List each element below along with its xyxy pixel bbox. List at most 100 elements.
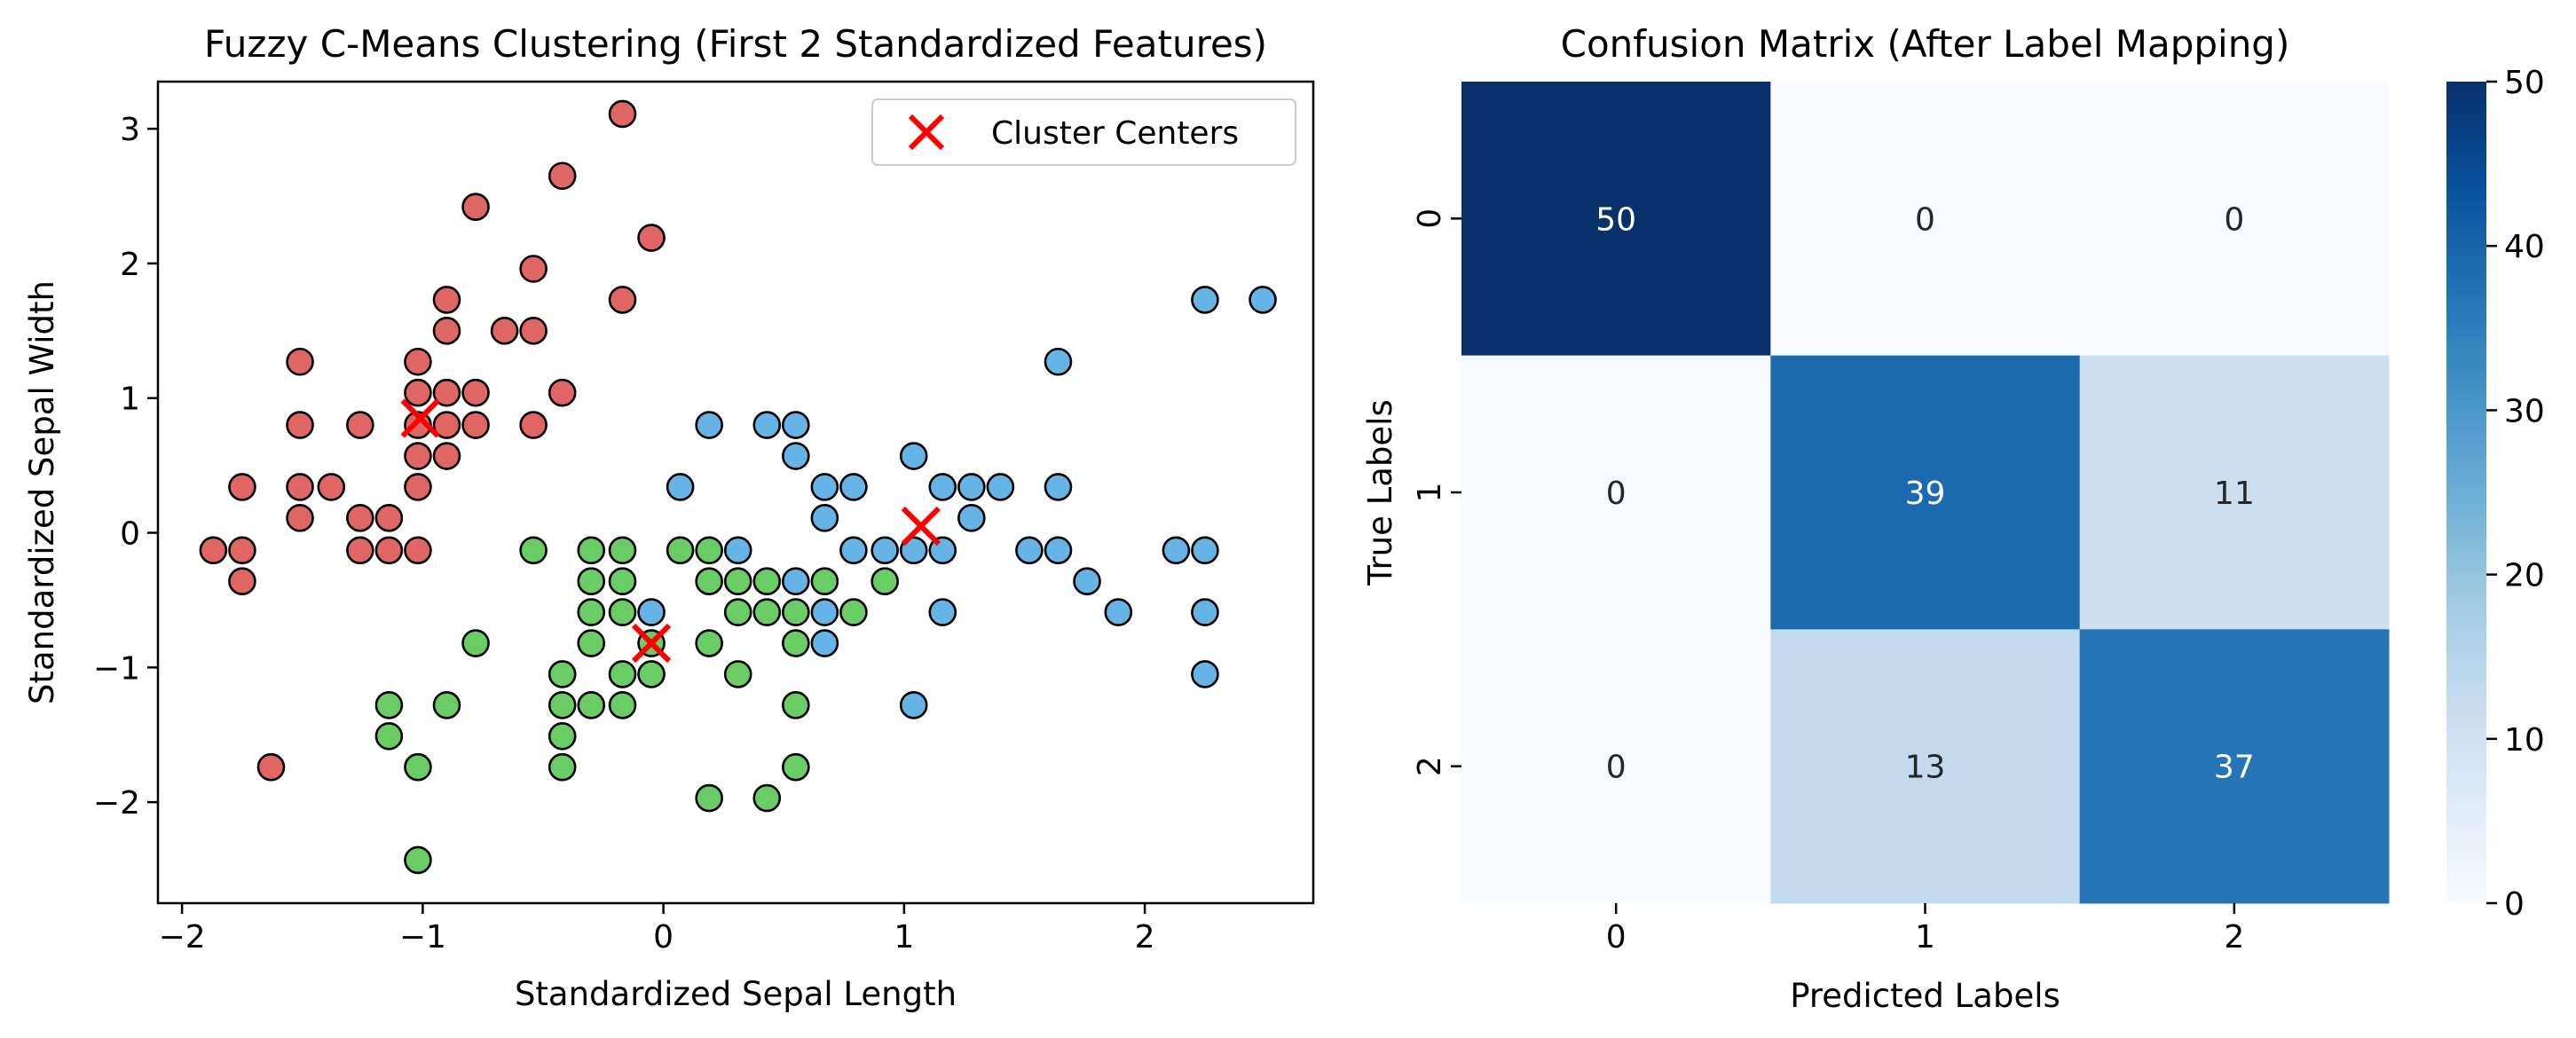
scatter-point-red [432, 317, 461, 345]
scatter-legend: Cluster Centers [871, 98, 1296, 166]
heatmap-y-tick-label: 2 [1412, 756, 1448, 776]
scatter-point-green [404, 845, 432, 875]
scatter-point-green [547, 660, 577, 688]
scatter-point-blue [1015, 536, 1044, 565]
scatter-point-blue [810, 473, 839, 501]
scatter-point-green [723, 598, 752, 626]
heatmap-cell-label: 13 [1905, 750, 1946, 786]
heatmap-cell [1770, 629, 2081, 904]
scatter-point-green [577, 567, 606, 595]
scatter-point-blue [899, 691, 928, 720]
scatter-point-green [782, 629, 810, 657]
heatmap-y-ticks: 0 1 2 [1412, 208, 1461, 776]
heatmap-x-tick-label: 1 [1915, 919, 1935, 955]
heatmap-cell [1461, 82, 1771, 357]
scatter-point-red [404, 536, 432, 565]
x-tick-label: 1 [894, 919, 914, 955]
scatter-point-blue [839, 473, 868, 501]
scatter-point-blue [1162, 536, 1191, 565]
heatmap-cell [1770, 355, 2081, 630]
scatter-point-green [752, 598, 782, 626]
scatter-point-blue [810, 629, 839, 657]
scatter-point-red [461, 193, 490, 221]
scatter-x-ticks: −2 −1 0 1 2 [159, 903, 1155, 955]
scatter-point-red [519, 317, 547, 345]
heatmap-cell-label: 11 [2214, 476, 2255, 512]
heatmap-cell-label: 0 [1915, 201, 1935, 238]
y-tick-label: 1 [120, 381, 140, 418]
scatter-point-green [404, 752, 432, 782]
scatter-point-blue [782, 567, 810, 595]
scatter-point-red [547, 378, 577, 407]
heatmap-cell-label: 50 [1595, 201, 1636, 238]
heatmap-chart: Confusion Matrix (After Label Mapping) 5… [1361, 22, 2545, 1015]
heatmap-title: Confusion Matrix (After Label Mapping) [1561, 22, 2290, 66]
scatter-x-axis-label: Standardized Sepal Length [515, 975, 957, 1013]
scatter-points [199, 99, 1277, 875]
scatter-point-red [374, 504, 404, 532]
heatmap-cell-label: 39 [1905, 476, 1946, 512]
scatter-point-red [199, 536, 228, 565]
scatter-point-blue [1044, 347, 1073, 376]
colorbar-tick-label: 0 [2504, 886, 2525, 923]
scatter-y-axis-label: Standardized Sepal Width [23, 280, 61, 704]
scatter-point-red [286, 411, 314, 439]
y-tick-label: 2 [120, 247, 140, 283]
scatter-point-green [782, 752, 810, 782]
scatter-point-red [608, 99, 637, 129]
scatter-point-green [695, 783, 723, 813]
heatmap-x-tick-label: 2 [2224, 919, 2244, 955]
legend-label-cluster-centers: Cluster Centers [991, 115, 1239, 152]
legend-box [871, 98, 1296, 166]
heatmap-cell [1770, 82, 2081, 357]
heatmap-x-ticks: 0 1 2 [1606, 903, 2244, 955]
scatter-point-red [346, 411, 374, 439]
scatter-point-red [317, 473, 346, 501]
heatmap-y-tick-label: 0 [1412, 208, 1448, 229]
scatter-point-green [577, 629, 606, 657]
scatter-point-blue [752, 411, 782, 439]
y-tick-label: 0 [120, 516, 140, 553]
scatter-point-red [404, 378, 432, 407]
scatter-point-green [577, 536, 606, 565]
cluster-center-marker [631, 623, 672, 664]
scatter-point-green [374, 691, 404, 720]
scatter-point-red [432, 411, 461, 439]
scatter-point-green [810, 567, 839, 595]
scatter-point-green [637, 660, 666, 688]
legend-marker-cluster-centers [908, 114, 945, 151]
scatter-point-green [695, 567, 723, 595]
scatter-title: Fuzzy C-Means Clustering (First 2 Standa… [204, 22, 1267, 66]
colorbar-tick-label: 40 [2504, 229, 2545, 265]
x-tick-label: −1 [399, 919, 446, 955]
scatter-point-blue [899, 442, 928, 470]
scatter-point-green [608, 691, 637, 720]
heatmap-cell [2079, 355, 2390, 630]
scatter-point-red [519, 255, 547, 283]
scatter-point-green [695, 536, 723, 565]
heatmap-cell [2079, 82, 2390, 357]
scatter-point-green [782, 598, 810, 626]
scatter-point-red [404, 473, 432, 501]
scatter-point-blue [782, 442, 810, 470]
scatter-point-blue [810, 598, 839, 626]
heatmap-cell-label: 0 [1606, 750, 1627, 786]
scatter-point-blue [1249, 286, 1277, 314]
scatter-point-blue [1044, 536, 1073, 565]
scatter-point-blue [957, 473, 986, 501]
colorbar-tick-label: 20 [2504, 558, 2545, 594]
x-tick-label: 2 [1135, 919, 1155, 955]
scatter-point-green [752, 783, 782, 813]
scatter-point-red [432, 286, 461, 314]
scatter-point-green [547, 721, 577, 751]
scatter-point-blue [986, 473, 1015, 501]
scatter-point-blue [1044, 473, 1073, 501]
heatmap-cell-label: 0 [1606, 476, 1627, 512]
scatter-point-green [461, 629, 490, 657]
legend-cross-icon [908, 114, 945, 151]
scatter-point-blue [1191, 598, 1219, 626]
scatter-point-red [461, 378, 490, 407]
heatmap-cell-label: 37 [2214, 750, 2255, 786]
scatter-point-green [839, 598, 868, 626]
